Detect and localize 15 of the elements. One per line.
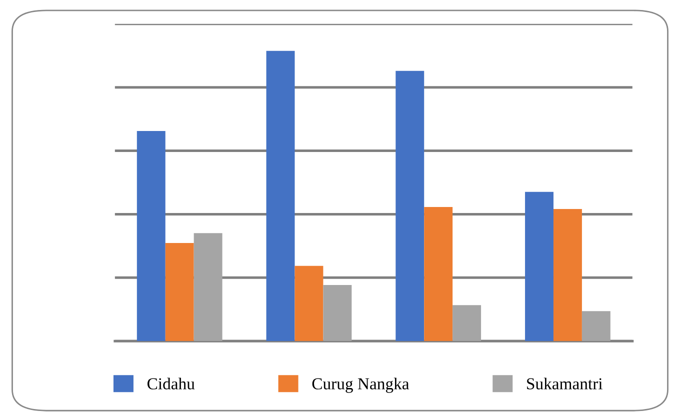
bar: [266, 50, 295, 342]
bar: [323, 285, 352, 342]
bar: [452, 305, 482, 342]
bar: [294, 266, 324, 342]
bar: [553, 209, 582, 342]
bar: [582, 311, 610, 342]
bar: [396, 70, 424, 342]
bar: [525, 192, 554, 342]
legend-label: Curug Nangka: [312, 378, 410, 393]
legend-label: Sukamantri: [527, 378, 602, 390]
legend-label: Cidahu: [147, 378, 195, 390]
bar: [424, 206, 453, 342]
bar: [136, 130, 166, 342]
bar: [194, 233, 222, 342]
bar: [165, 242, 194, 342]
